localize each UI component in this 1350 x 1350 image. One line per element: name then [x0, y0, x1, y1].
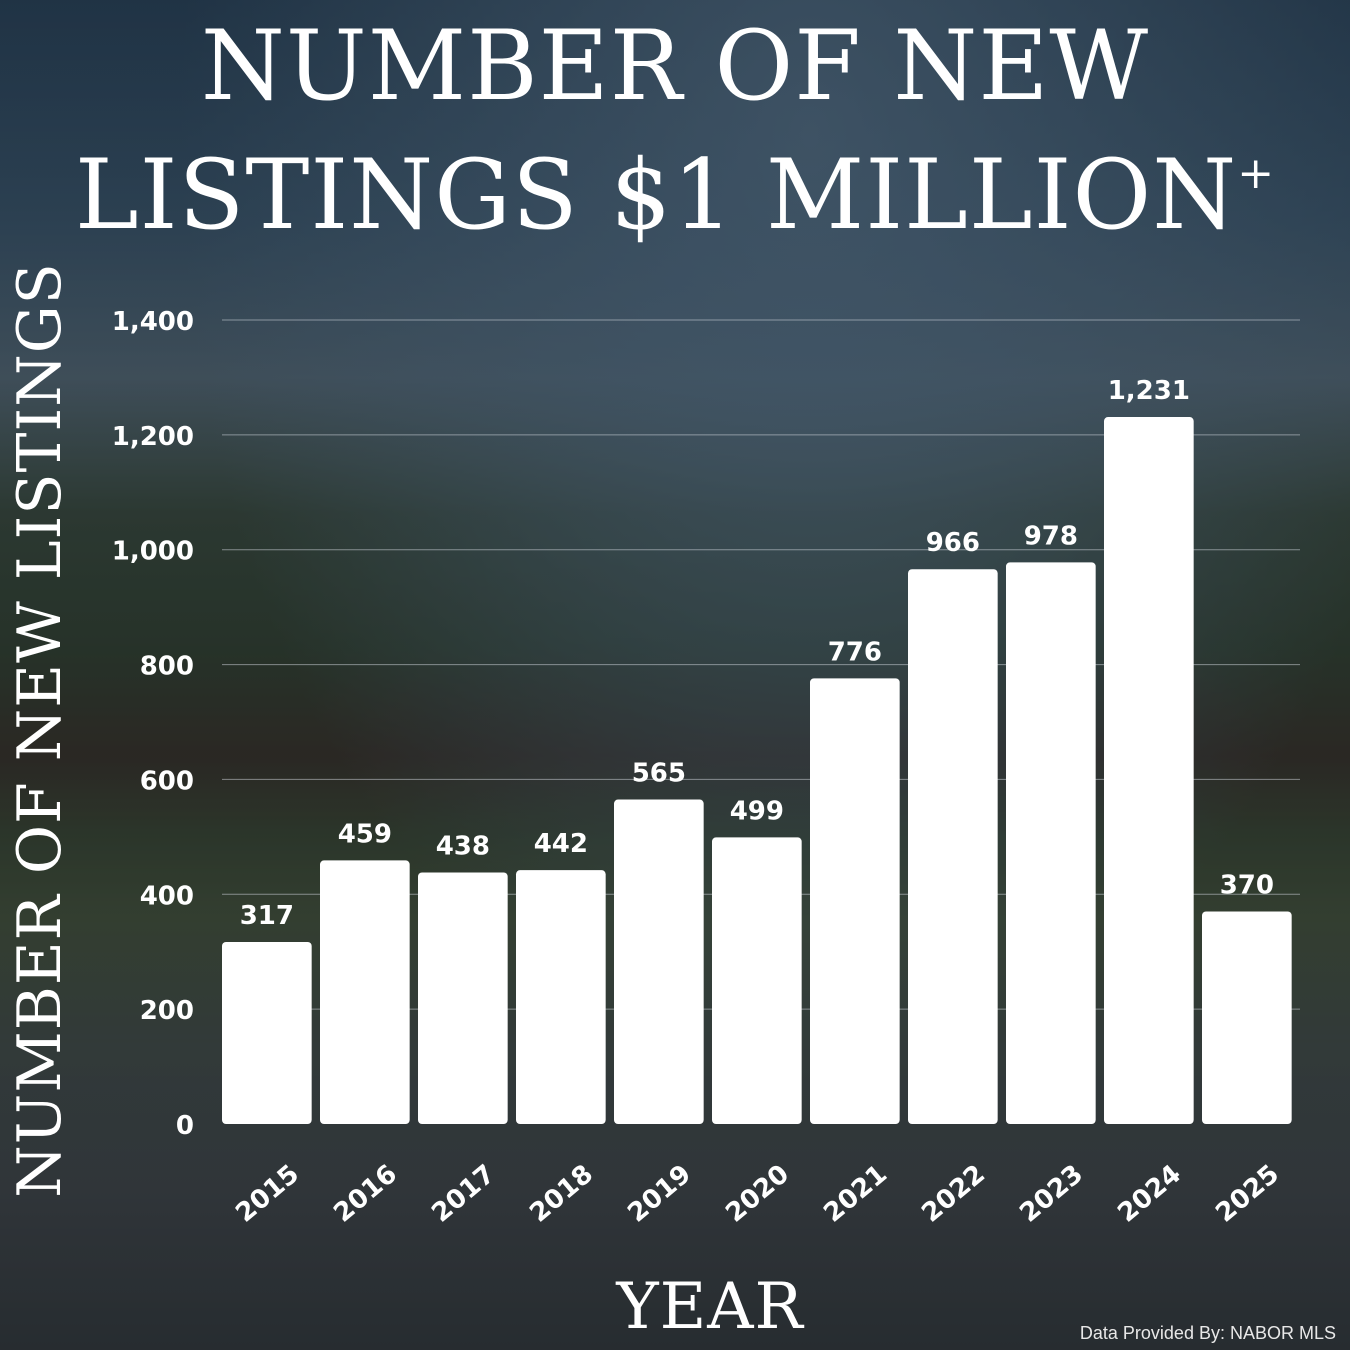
value-label-2021: 776 [828, 637, 882, 667]
bars [222, 417, 1292, 1124]
value-labels: 317 459 438 442 565 499 776 966 978 1,231 370 [240, 376, 1274, 931]
title-line-2-text: LISTINGS $1 MILLION [74, 139, 1238, 251]
y-tick-label: 200 [140, 996, 194, 1026]
value-label-2020: 499 [730, 796, 784, 826]
title-line-2: LISTINGS $1 MILLION+ [0, 120, 1350, 249]
x-tick-label-2020: 2020 [720, 1159, 795, 1229]
x-tick-label-2016: 2016 [328, 1159, 403, 1229]
bar-2025 [1202, 911, 1292, 1124]
bar-2018 [516, 870, 606, 1124]
bar-2019 [614, 799, 704, 1124]
value-label-2022: 966 [926, 528, 980, 558]
x-tick-labels: 2015 2016 2017 2018 2019 2020 2021 2022 2023 2024… [230, 1159, 1285, 1229]
chart-title: NUMBER OF NEW LISTINGS $1 MILLION+ [0, 12, 1350, 249]
bar-2024 [1104, 417, 1194, 1124]
bar-2016 [320, 860, 410, 1124]
value-label-2025: 370 [1220, 871, 1274, 901]
x-axis-label: YEAR [616, 1270, 804, 1344]
y-tick-label: 1,200 [112, 422, 194, 452]
value-label-2017: 438 [436, 831, 490, 861]
x-tick-label-2025: 2025 [1210, 1159, 1285, 1229]
y-tick-label: 1,400 [112, 307, 194, 337]
title-plus-sign: + [1237, 148, 1276, 199]
bar-2017 [418, 872, 508, 1124]
value-label-2019: 565 [632, 759, 686, 789]
y-tick-label: 1,000 [112, 537, 194, 567]
y-tick-label: 400 [140, 881, 194, 911]
value-label-2018: 442 [534, 829, 588, 859]
y-tick-label: 600 [140, 766, 194, 796]
value-label-2016: 459 [338, 819, 392, 849]
y-tick-label: 800 [140, 652, 194, 682]
y-tick-labels: 0 200 400 600 800 1,000 1,200 1,400 [112, 307, 194, 1141]
bar-2021 [810, 678, 900, 1124]
x-tick-label-2022: 2022 [916, 1159, 991, 1229]
value-label-2015: 317 [240, 901, 294, 931]
x-tick-label-2018: 2018 [524, 1159, 599, 1229]
x-tick-label-2024: 2024 [1112, 1159, 1187, 1229]
y-tick-label: 0 [176, 1111, 194, 1141]
x-tick-label-2017: 2017 [426, 1159, 501, 1229]
x-tick-label-2021: 2021 [818, 1159, 893, 1229]
bar-2020 [712, 837, 802, 1124]
bar-2023 [1006, 562, 1096, 1124]
value-label-2024: 1,231 [1108, 376, 1190, 406]
x-tick-label-2015: 2015 [230, 1159, 305, 1229]
x-tick-label-2019: 2019 [622, 1159, 697, 1229]
title-line-1: NUMBER OF NEW [200, 10, 1150, 122]
bar-2022 [908, 569, 998, 1124]
bar-2015 [222, 941, 312, 1124]
value-label-2023: 978 [1024, 521, 1078, 551]
data-source-credit: Data Provided By: NABOR MLS [1079, 1323, 1336, 1343]
x-tick-label-2023: 2023 [1014, 1159, 1089, 1229]
